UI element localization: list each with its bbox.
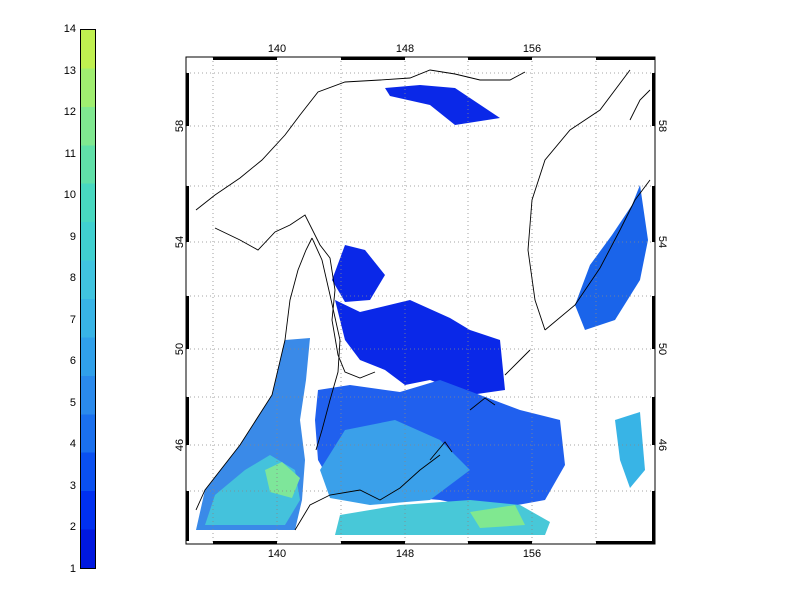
colorbar-tick-label: 6 [69, 355, 76, 368]
lon-label-top: 148 [396, 43, 414, 55]
field-region-north [385, 85, 500, 125]
field-region-okhotsk-north [332, 245, 385, 302]
colorbar-tick-label: 3 [69, 479, 76, 492]
lon-label-top: 156 [523, 43, 541, 55]
lon-label-bottom: 156 [523, 548, 541, 560]
colorbar-tick-label: 11 [64, 147, 76, 160]
colorbar-tick-label: 2 [69, 521, 76, 534]
colorbar-tick-label: 5 [69, 396, 76, 409]
lat-label-left: 58 [174, 120, 186, 132]
field-region-okhotsk-center [335, 300, 505, 395]
colorbar-tick-label: 1 [69, 563, 76, 575]
data-field [196, 85, 648, 535]
lat-label-left: 54 [174, 236, 186, 248]
coast-kamchatka-east [544, 179, 651, 331]
colorbar-tick-label: 12 [63, 106, 76, 119]
colorbar-tick-label: 8 [69, 272, 76, 285]
frame-checker [186, 57, 655, 544]
coast-hokkaido [294, 454, 441, 531]
colorbar-ticks: 1 2 3 4 5 6 7 8 9 10 11 12 13 14 [50, 0, 80, 600]
lat-label-left: 50 [174, 343, 186, 355]
field-region-kamchatka [575, 185, 648, 330]
lon-label-top: 140 [268, 43, 286, 55]
coast-mainland-west [195, 339, 286, 511]
field-region-southwest-green [265, 462, 300, 498]
lat-label-right: 50 [656, 343, 668, 355]
colorbar-tick-label: 10 [63, 189, 76, 202]
field-region-east [615, 412, 645, 488]
colorbar-tick-label: 13 [63, 64, 76, 77]
lon-label-bottom: 148 [396, 548, 414, 560]
coast-mainland-north [195, 69, 526, 211]
coast-kuril-1 [429, 441, 453, 461]
coast-sakhalin-west [284, 237, 313, 341]
coastline [195, 69, 651, 531]
field-region-kuril-green [470, 505, 525, 528]
colorbar-tick-label: 7 [69, 313, 76, 326]
lat-label-right: 46 [656, 439, 668, 451]
coast-kamchatka-north [629, 89, 651, 121]
lon-label-bottom: 140 [268, 548, 286, 560]
colorbar-tick-label: 4 [69, 438, 76, 451]
field-region-okhotsk-lightblue [320, 420, 470, 505]
lat-label-right: 58 [656, 120, 668, 132]
lat-label-right: 54 [656, 236, 668, 248]
colorbar [80, 29, 96, 569]
lat-label-left: 46 [174, 439, 186, 451]
colorbar-tick-label: 14 [63, 23, 76, 35]
coast-kuril-3 [504, 349, 531, 376]
coast-kuril-2 [469, 397, 496, 411]
colorbar-tick-label: 9 [69, 230, 76, 243]
coast-kamchatka-west [527, 69, 631, 331]
coast-ayan-amur [214, 214, 376, 379]
coast-sakhalin-east [311, 237, 341, 451]
